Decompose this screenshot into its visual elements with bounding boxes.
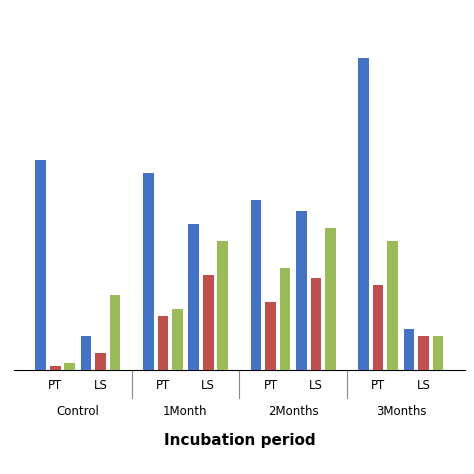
Bar — [325, 228, 336, 370]
Bar — [418, 336, 429, 370]
Bar — [36, 160, 46, 370]
Bar — [218, 241, 228, 370]
Bar — [387, 241, 398, 370]
Bar — [110, 295, 120, 370]
Text: 3Months: 3Months — [376, 405, 427, 418]
Bar — [433, 336, 443, 370]
X-axis label: Incubation period: Incubation period — [164, 433, 315, 448]
Bar — [172, 309, 182, 370]
Bar — [143, 173, 154, 370]
Bar — [157, 316, 168, 370]
Bar — [265, 302, 276, 370]
Bar — [95, 353, 106, 370]
Bar — [358, 58, 369, 370]
Text: 1Month: 1Month — [163, 405, 208, 418]
Bar — [310, 278, 321, 370]
Bar — [203, 275, 214, 370]
Bar — [64, 363, 75, 370]
Text: 2Months: 2Months — [268, 405, 319, 418]
Bar — [189, 224, 199, 370]
Bar — [404, 329, 414, 370]
Text: Control: Control — [56, 405, 99, 418]
Bar — [373, 285, 383, 370]
Bar — [81, 336, 91, 370]
Bar — [251, 201, 261, 370]
Bar — [50, 366, 61, 370]
Bar — [296, 210, 307, 370]
Bar — [280, 268, 290, 370]
